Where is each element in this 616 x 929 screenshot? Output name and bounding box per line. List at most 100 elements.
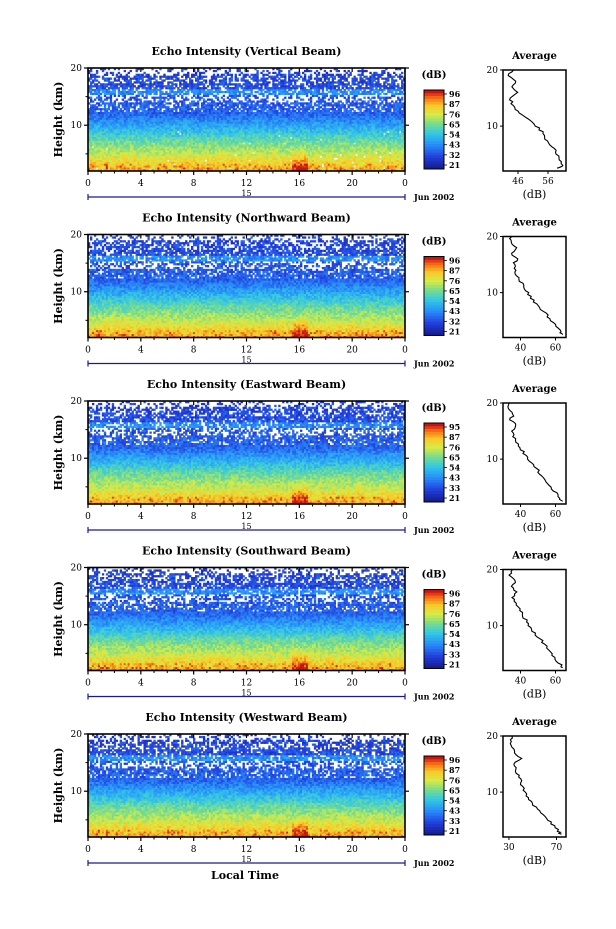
profile-x-tick-label: 60 bbox=[550, 344, 562, 354]
profile-x-label: (dB) bbox=[523, 688, 547, 701]
x-tick-label: 8 bbox=[191, 179, 197, 189]
profile-y-tick-label: 20 bbox=[487, 233, 499, 243]
colorbar-tick-label: 96 bbox=[449, 256, 461, 266]
colorbar-tick-label: 43 bbox=[449, 306, 461, 316]
y-tick-label: 20 bbox=[71, 564, 83, 574]
x-tick-label: 20 bbox=[346, 346, 358, 356]
y-tick-label: 20 bbox=[71, 730, 83, 740]
y-tick-label: 10 bbox=[71, 787, 83, 797]
profile-title: Average bbox=[511, 551, 557, 562]
colorbar-tick-label: 65 bbox=[449, 785, 460, 795]
profile-x-tick-label: 40 bbox=[515, 344, 527, 354]
colorbar-tick-label: 96 bbox=[449, 89, 461, 99]
profile-y-tick-label: 20 bbox=[487, 399, 499, 409]
colorbar-tick-label: 21 bbox=[449, 493, 460, 503]
x-tick-label: 12 bbox=[241, 512, 252, 522]
colorbar-tick-label: 21 bbox=[449, 660, 460, 670]
x-tick-label: 12 bbox=[241, 346, 252, 356]
heatmap-image bbox=[88, 568, 405, 671]
colorbar bbox=[424, 90, 444, 169]
profile-title: Average bbox=[511, 218, 557, 229]
x-tick-label: 4 bbox=[138, 845, 144, 855]
profile-y-tick-label: 20 bbox=[487, 566, 499, 576]
colorbar-tick-label: 33 bbox=[449, 483, 461, 493]
x-tick-label: 20 bbox=[346, 512, 358, 522]
colorbar-unit: (dB) bbox=[422, 570, 447, 581]
colorbar-tick-label: 54 bbox=[449, 629, 461, 639]
y-axis-label: Height (km) bbox=[52, 248, 65, 324]
colorbar-tick-label: 21 bbox=[449, 160, 460, 170]
day-label: 15 bbox=[241, 189, 251, 198]
y-tick-label: 20 bbox=[71, 231, 83, 241]
day-label: 15 bbox=[241, 855, 251, 864]
colorbar-tick-label: 95 bbox=[449, 422, 460, 432]
colorbar-tick-label: 65 bbox=[449, 286, 460, 296]
profile-x-tick-label: 60 bbox=[550, 510, 562, 520]
profile-y-tick-label: 20 bbox=[487, 732, 499, 742]
x-tick-label: 16 bbox=[294, 179, 306, 189]
x-tick-label: 0 bbox=[85, 346, 91, 356]
x-tick-label: 0 bbox=[85, 512, 91, 522]
panel-title: Echo Intensity (Eastward Beam) bbox=[147, 378, 346, 391]
colorbar bbox=[424, 590, 444, 669]
profile-y-tick-label: 10 bbox=[487, 289, 499, 299]
x-tick-label: 12 bbox=[241, 179, 252, 189]
colorbar-tick-label: 65 bbox=[449, 119, 460, 129]
profile-x-tick-label: 46 bbox=[512, 177, 524, 187]
x-tick-label: 4 bbox=[138, 512, 144, 522]
profile-title: Average bbox=[511, 384, 557, 395]
colorbar-tick-label: 43 bbox=[449, 473, 461, 483]
x-tick-label: 16 bbox=[294, 346, 306, 356]
y-tick-label: 20 bbox=[71, 397, 83, 407]
panel-1: Echo Intensity (Northward Beam) 0 4 8 12 16 20… bbox=[52, 212, 566, 369]
x-axis-label: Local Time bbox=[211, 869, 279, 882]
y-axis-label: Height (km) bbox=[52, 82, 65, 158]
heatmap-image bbox=[88, 734, 405, 837]
profile-x-label: (dB) bbox=[523, 188, 547, 201]
colorbar-tick-label: 54 bbox=[449, 296, 461, 306]
x-tick-label: 20 bbox=[346, 179, 358, 189]
panel-0: Echo Intensity (Vertical Beam)0 4 8 12 16 20 0… bbox=[52, 45, 566, 202]
date-label: Jun 2002 bbox=[413, 525, 454, 535]
x-tick-label: 0 bbox=[85, 179, 91, 189]
panel-title: Echo Intensity (Southward Beam) bbox=[142, 545, 351, 558]
panel-title: Echo Intensity (Westward Beam) bbox=[145, 711, 347, 724]
y-tick-label: 10 bbox=[71, 454, 83, 464]
panel-title: Echo Intensity (Northward Beam) bbox=[142, 212, 351, 225]
profile-y-tick-label: 10 bbox=[487, 788, 499, 798]
profile-x-label: (dB) bbox=[523, 355, 547, 368]
y-axis-label: Height (km) bbox=[52, 581, 65, 657]
colorbar-tick-label: 65 bbox=[449, 452, 460, 462]
date-label: Jun 2002 bbox=[413, 359, 454, 369]
panel-title: Echo Intensity (Vertical Beam) bbox=[151, 45, 341, 58]
y-axis-label: Height (km) bbox=[52, 748, 65, 824]
x-tick-label: 4 bbox=[138, 179, 144, 189]
y-tick-label: 20 bbox=[71, 64, 83, 74]
x-tick-label: 8 bbox=[191, 512, 197, 522]
colorbar-tick-label: 96 bbox=[449, 755, 461, 765]
profile-frame bbox=[503, 237, 566, 338]
y-tick-label: 10 bbox=[71, 121, 83, 131]
x-tick-label: 8 bbox=[191, 346, 197, 356]
colorbar bbox=[424, 756, 444, 835]
colorbar-tick-label: 65 bbox=[449, 619, 460, 629]
colorbar-tick-label: 76 bbox=[449, 609, 461, 619]
x-tick-label: 0 bbox=[85, 845, 91, 855]
profile-x-tick-label: 30 bbox=[503, 843, 515, 853]
panel-4: Echo Intensity (Westward Beam)0 4 8 12 16 20 0… bbox=[52, 711, 566, 868]
colorbar-tick-label: 21 bbox=[449, 327, 460, 337]
profile-y-tick-label: 10 bbox=[487, 122, 499, 132]
profile-x-tick-label: 56 bbox=[542, 177, 554, 187]
colorbar-unit: (dB) bbox=[422, 237, 447, 248]
x-tick-label: 4 bbox=[138, 346, 144, 356]
x-tick-label: 12 bbox=[241, 679, 252, 689]
profile-title: Average bbox=[511, 51, 557, 62]
colorbar-tick-label: 54 bbox=[449, 130, 461, 140]
colorbar-tick-label: 96 bbox=[449, 589, 461, 599]
profile-x-tick-label: 40 bbox=[515, 677, 527, 687]
heatmap-image bbox=[88, 401, 405, 504]
colorbar-tick-label: 87 bbox=[449, 99, 460, 109]
day-label: 15 bbox=[241, 522, 251, 531]
colorbar-tick-label: 87 bbox=[449, 432, 460, 442]
colorbar-tick-label: 43 bbox=[449, 639, 461, 649]
